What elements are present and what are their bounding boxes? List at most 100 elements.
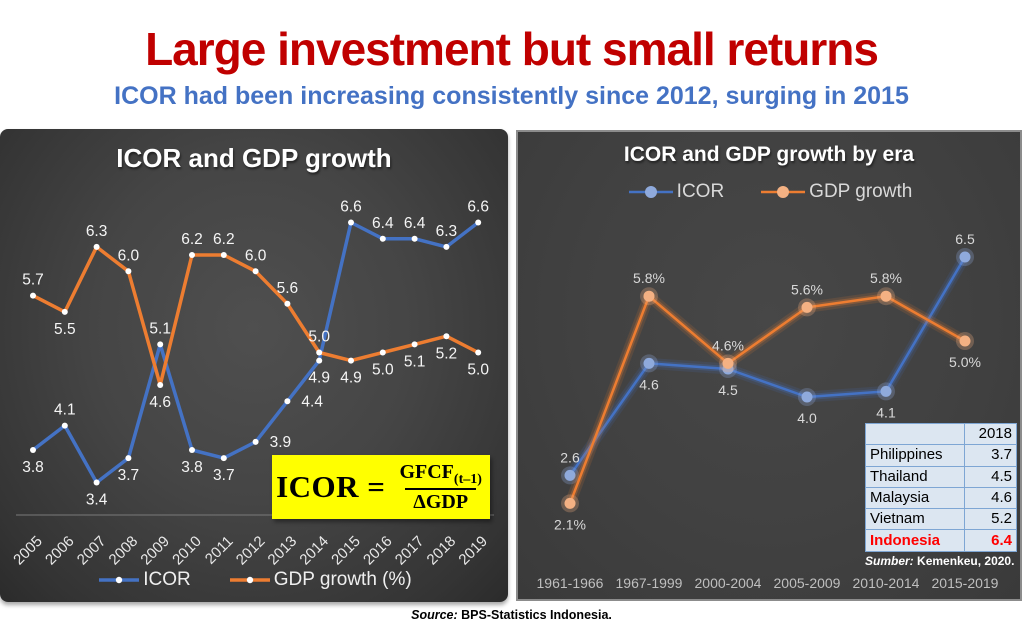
table-cell-value: 5.2	[964, 508, 1017, 531]
legend-item-icor-era: ICOR	[626, 181, 725, 203]
gdp-growth-data-point	[284, 300, 291, 307]
table-header-year: 2018	[964, 422, 1017, 446]
gdp-growth-data-label: 6.3	[86, 223, 108, 240]
icor-gdp-growth-chart: 2005200620072008200920102011201220132014…	[10, 199, 494, 569]
x-axis-label: 2007	[74, 533, 110, 569]
icor-data-point	[30, 447, 36, 453]
footer-source-label: Source:	[411, 608, 458, 622]
table-row: Malaysia 4.6	[864, 486, 1017, 510]
gdp-growth-data-point	[189, 252, 195, 258]
gdp-growth-data-point	[959, 335, 971, 347]
legend-item-gdp-growth: GDP growth (%)	[227, 569, 412, 591]
x-axis-label: 2016	[360, 533, 396, 569]
icor-data-label: 3.8	[181, 459, 203, 476]
icor-line-icon	[99, 576, 140, 584]
gdp-growth-data-point	[157, 382, 164, 388]
x-axis-label: 1967-1999	[616, 575, 683, 591]
gdp-growth-data-label: 5.6%	[791, 281, 823, 297]
x-axis-label: 2015	[328, 533, 364, 569]
icor-data-point	[475, 219, 482, 226]
icor-data-point	[189, 447, 195, 453]
table-cell-country: Philippines	[864, 444, 966, 467]
gdp-growth-data-label: 5.2	[436, 345, 458, 362]
gdp-growth-data-point	[411, 341, 418, 348]
icor-data-label: 6.4	[404, 215, 426, 232]
table-row: Vietnam 5.2	[864, 508, 1017, 531]
table-cell-value: 4.6	[964, 486, 1017, 510]
gdp-growth-data-point	[443, 333, 450, 340]
icor-data-label: 3.9	[270, 434, 292, 451]
table-source-text: Kemenkeu, 2020.	[917, 553, 1015, 568]
x-axis-label: 2011	[202, 533, 237, 568]
x-axis-label: 2013	[265, 533, 301, 569]
icor-data-point	[959, 251, 971, 263]
table-cell-country: Thailand	[864, 465, 966, 488]
gdp-growth-data-label: 5.8%	[633, 270, 665, 286]
gdp-growth-data-point	[30, 292, 36, 299]
icor-data-point	[61, 422, 68, 429]
icor-data-point	[379, 235, 386, 242]
gdp-growth-data-label: 5.6	[277, 280, 299, 297]
gdp-growth-data-point	[348, 357, 354, 364]
gdp-growth-data-label: 6.2	[213, 231, 235, 248]
legend-label-gdp-growth: GDP growth (%)	[273, 569, 412, 590]
x-axis-label: 2000-2004	[695, 575, 762, 591]
icor-era-line-icon	[628, 186, 673, 198]
legend-label-icor: ICOR	[143, 569, 191, 590]
icor-data-label: 3.7	[213, 467, 235, 484]
gdp-growth-data-point	[125, 268, 132, 275]
x-axis-label: 2005-2009	[774, 575, 841, 591]
x-axis-label: 2015-2019	[932, 575, 999, 591]
x-axis-label: 2006	[42, 533, 78, 569]
x-axis-label: 2014	[296, 533, 332, 569]
formula-fraction: GFCF(t–1) ΔGDP	[395, 461, 485, 513]
gdp-growth-data-point	[252, 268, 259, 275]
gdp-growth-data-label: 5.1	[404, 353, 426, 370]
x-axis-label: 1961-1966	[537, 575, 604, 591]
icor-data-point	[125, 455, 132, 462]
x-axis-label: 2005	[10, 533, 46, 569]
icor-data-point	[880, 385, 892, 397]
icor-data-point	[443, 243, 450, 250]
country-table-wrap: 2018 Philippines 3.7 Thailand 4.5 Malays…	[864, 422, 1017, 568]
icor-data-label: 6.6	[340, 199, 362, 216]
gdp-growth-data-label: 6.0	[118, 247, 140, 264]
icor-line	[568, 255, 967, 477]
x-axis-label: 2017	[392, 533, 428, 569]
legend-label-icor-era: ICOR	[676, 181, 725, 202]
table-row: Thailand 4.5	[864, 465, 1017, 488]
table-cell-country: Vietnam	[864, 508, 966, 531]
icor-gdp-growth-by-era-chart: 1961-1966 1967-1999 2000-2004 2005-2009 2010…	[537, 231, 999, 591]
right-chart-panel: ICOR and GDP growth by era ICOR GDP grow…	[516, 130, 1022, 601]
table-row: Philippines 3.7	[864, 444, 1017, 467]
icor-data-point	[252, 438, 259, 445]
icor-data-label: 4.9	[308, 370, 330, 387]
icor-data-point	[801, 391, 813, 403]
gdp-growth-data-label: 5.0	[467, 362, 489, 379]
icor-comparison-table: 2018 Philippines 3.7 Thailand 4.5 Malays…	[864, 422, 1017, 552]
x-axis-label: 2018	[424, 533, 460, 569]
icor-data-point	[284, 398, 291, 405]
x-axis-label: 2010	[169, 533, 205, 569]
footer-source-text: BPS-Statistics Indonesia.	[461, 608, 612, 622]
table-header-country	[864, 422, 966, 446]
footer-source: Source: BPS-Statistics Indonesia.	[0, 608, 1023, 622]
gdp-growth-data-label: 4.6	[149, 394, 171, 411]
icor-data-point	[348, 219, 354, 226]
gdp-growth-data-point	[643, 290, 655, 302]
icor-data-label: 3.4	[86, 492, 108, 509]
gdp-growth-data-point	[379, 349, 386, 356]
table-cell-country: Indonesia	[864, 529, 966, 552]
gdp-growth-data-label: 6.0	[245, 247, 267, 264]
icor-data-label: 2.6	[560, 449, 580, 465]
icor-data-point	[220, 455, 227, 462]
gdp-growth-data-label: 5.5	[54, 321, 76, 338]
gdp-growth-line	[568, 294, 967, 505]
icor-data-label: 4.0	[797, 410, 817, 426]
gdp-growth-data-label: 5.7	[22, 272, 44, 289]
gdp-growth-data-point	[93, 243, 100, 250]
formula-lhs: ICOR =	[276, 469, 386, 504]
gdp-growth-data-point	[801, 301, 813, 313]
table-cell-value: 4.5	[964, 465, 1017, 488]
x-axis-label: 2009	[137, 533, 173, 569]
